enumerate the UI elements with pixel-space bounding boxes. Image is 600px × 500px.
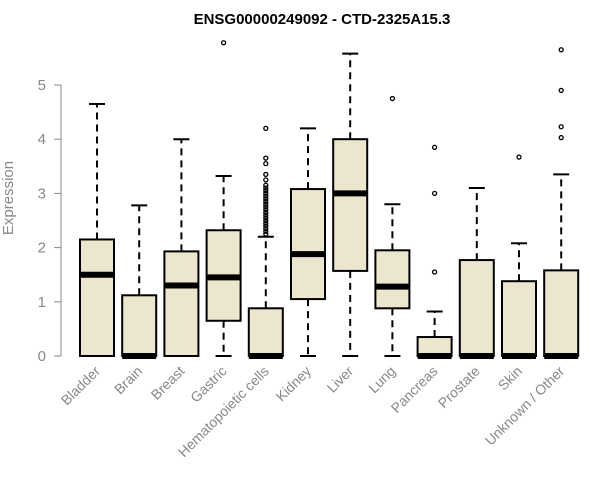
box-unknown-other	[543, 47, 580, 359]
box-rect	[79, 238, 115, 357]
y-tick-label: 4	[38, 131, 46, 148]
outlier-point	[263, 198, 269, 205]
box-rect	[374, 249, 411, 310]
box-rect	[121, 294, 158, 357]
outlier-point	[263, 220, 269, 226]
outlier-point	[263, 231, 269, 237]
outlier-point	[263, 196, 269, 202]
box-rect	[247, 307, 284, 357]
box-liver	[332, 52, 369, 357]
boxes-group	[79, 40, 580, 359]
outlier-point	[263, 125, 269, 132]
outlier-point	[263, 225, 269, 232]
outlier-point	[263, 228, 269, 234]
x-category-label: Lung	[365, 363, 398, 396]
outlier-point	[431, 269, 438, 275]
box-rect	[332, 138, 369, 272]
x-category-label: Unknown / Other	[482, 363, 568, 449]
outlier-point	[220, 40, 227, 46]
box-pancreas	[416, 144, 453, 359]
x-category-label: Liver	[324, 363, 357, 396]
outlier-point	[558, 124, 564, 130]
outlier-point	[263, 177, 269, 183]
box-rect	[290, 188, 326, 301]
outlier-point	[263, 209, 269, 216]
outlier-point	[263, 223, 269, 229]
box-rect	[543, 269, 580, 358]
outlier-point	[516, 154, 522, 160]
x-category-label: Skin	[495, 363, 526, 394]
outlier-point	[263, 212, 269, 218]
y-tick-label: 2	[38, 240, 46, 257]
box-breast	[163, 138, 200, 357]
chart-title: ENSG00000249092 - CTD-2325A15.3	[194, 11, 451, 28]
x-category-label: Bladder	[58, 363, 104, 409]
box-skin	[501, 154, 537, 359]
outlier-point	[263, 215, 269, 221]
outlier-point	[263, 201, 269, 207]
y-tick-label: 0	[38, 348, 46, 365]
outlier-point	[263, 182, 269, 188]
outlier-point	[558, 134, 564, 141]
outlier-point	[389, 95, 396, 102]
y-axis-label: Expression	[0, 161, 17, 235]
outlier-point	[558, 47, 564, 53]
box-prostate	[458, 186, 495, 359]
box-kidney	[290, 127, 326, 357]
outlier-point	[263, 217, 269, 224]
y-tick-label: 1	[38, 294, 46, 311]
outlier-point	[263, 160, 269, 167]
outlier-point	[431, 144, 438, 150]
box-hematopoietic-cells	[247, 125, 284, 359]
outlier-point	[263, 171, 269, 178]
box-bladder	[79, 102, 115, 357]
x-category-label: Prostate	[435, 363, 483, 411]
x-category-label: Brain	[111, 363, 145, 397]
x-category-label: Kidney	[273, 363, 315, 405]
outlier-point	[263, 190, 269, 197]
x-category-label: Breast	[148, 363, 188, 403]
outlier-point	[263, 204, 269, 210]
y-tick-label: 3	[38, 185, 46, 202]
outlier-point	[263, 207, 269, 213]
box-rect	[163, 250, 200, 357]
outlier-point	[558, 87, 564, 94]
outlier-point	[263, 155, 269, 161]
box-rect	[458, 259, 495, 358]
box-rect	[501, 280, 537, 358]
box-gastric	[205, 40, 242, 357]
box-lung	[374, 95, 411, 357]
y-tick-label: 5	[38, 77, 46, 94]
box-brain	[121, 204, 158, 359]
outlier-point	[263, 188, 269, 194]
y-axis: 0 1 2 3 4 5	[38, 77, 62, 365]
outlier-point	[431, 190, 438, 197]
x-category-label: Pancreas	[388, 363, 441, 416]
outlier-point	[263, 193, 269, 199]
outlier-point	[263, 185, 269, 191]
